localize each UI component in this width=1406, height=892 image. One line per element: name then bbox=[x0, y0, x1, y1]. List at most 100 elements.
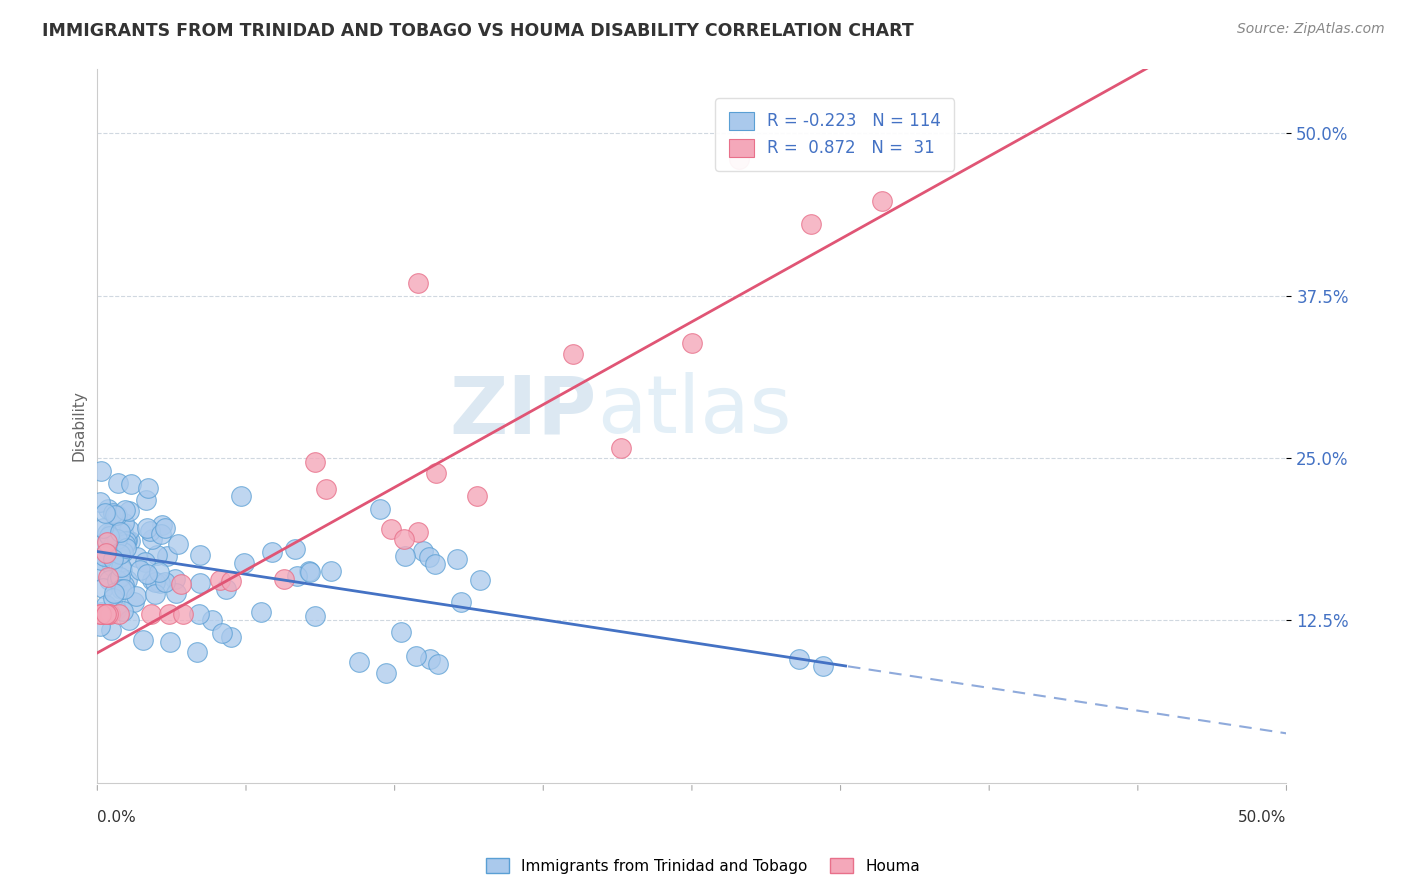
Point bbox=[112, 582, 135, 597]
Point bbox=[108, 607, 131, 621]
Point bbox=[94, 598, 117, 612]
Point bbox=[249, 606, 271, 620]
Point bbox=[389, 624, 412, 639]
Point bbox=[97, 573, 120, 587]
Point bbox=[304, 608, 326, 623]
Point bbox=[419, 652, 441, 666]
Point bbox=[97, 502, 120, 516]
Point bbox=[110, 559, 132, 574]
Point bbox=[90, 605, 112, 619]
Point bbox=[98, 607, 121, 621]
Point bbox=[468, 573, 491, 587]
Point bbox=[321, 564, 343, 578]
Point bbox=[609, 442, 631, 456]
Point bbox=[112, 578, 135, 592]
Point bbox=[89, 564, 111, 578]
Text: atlas: atlas bbox=[596, 372, 792, 450]
Point bbox=[418, 550, 440, 565]
Point bbox=[96, 525, 118, 540]
Point bbox=[368, 502, 391, 516]
Point bbox=[681, 335, 703, 350]
Point bbox=[93, 521, 115, 535]
Point bbox=[425, 466, 447, 480]
Point bbox=[446, 552, 468, 566]
Point bbox=[219, 630, 242, 644]
Point bbox=[188, 576, 211, 591]
Point bbox=[110, 524, 132, 539]
Point bbox=[165, 572, 187, 586]
Point bbox=[118, 504, 141, 518]
Point bbox=[209, 573, 232, 587]
Point bbox=[101, 552, 124, 566]
Point bbox=[229, 489, 252, 503]
Point bbox=[150, 526, 173, 541]
Point bbox=[170, 577, 193, 591]
Point bbox=[219, 574, 242, 589]
Point bbox=[467, 489, 489, 503]
Point bbox=[101, 506, 124, 520]
Point bbox=[165, 585, 187, 599]
Point bbox=[787, 652, 810, 666]
Point bbox=[380, 522, 402, 536]
Point bbox=[115, 533, 138, 548]
Point bbox=[100, 623, 122, 637]
Point bbox=[392, 532, 415, 546]
Point bbox=[141, 533, 163, 547]
Point bbox=[90, 553, 112, 567]
Point bbox=[153, 521, 176, 535]
Point bbox=[426, 657, 449, 671]
Point bbox=[110, 548, 132, 562]
Point bbox=[145, 548, 167, 562]
Point bbox=[114, 541, 136, 555]
Point bbox=[105, 532, 128, 546]
Point bbox=[132, 632, 155, 647]
Point bbox=[150, 518, 173, 533]
Point bbox=[405, 649, 427, 664]
Point bbox=[114, 537, 136, 551]
Point bbox=[129, 563, 152, 577]
Point bbox=[89, 619, 111, 633]
Point bbox=[800, 218, 823, 232]
Point bbox=[118, 523, 141, 537]
Point bbox=[232, 556, 254, 570]
Point bbox=[108, 570, 131, 584]
Point bbox=[101, 591, 124, 606]
Point bbox=[111, 603, 134, 617]
Point bbox=[110, 582, 132, 597]
Point bbox=[188, 548, 211, 562]
Point bbox=[406, 524, 429, 539]
Point bbox=[89, 537, 111, 551]
Point bbox=[138, 481, 160, 495]
Point bbox=[89, 495, 111, 509]
Point bbox=[94, 506, 117, 520]
Point bbox=[408, 276, 430, 290]
Point bbox=[94, 545, 117, 559]
Point bbox=[93, 581, 115, 595]
Point bbox=[186, 645, 208, 659]
Point bbox=[143, 587, 166, 601]
Point bbox=[412, 543, 434, 558]
Point bbox=[118, 613, 141, 627]
Point bbox=[287, 569, 309, 583]
Text: ZIP: ZIP bbox=[450, 372, 596, 450]
Text: Source: ZipAtlas.com: Source: ZipAtlas.com bbox=[1237, 22, 1385, 37]
Point bbox=[450, 595, 472, 609]
Point bbox=[562, 347, 585, 361]
Point bbox=[870, 194, 893, 209]
Point bbox=[187, 607, 209, 621]
Point bbox=[374, 665, 396, 680]
Point bbox=[94, 607, 117, 621]
Point bbox=[304, 455, 326, 469]
Point bbox=[201, 613, 224, 627]
Point bbox=[284, 541, 307, 556]
Point bbox=[215, 582, 238, 596]
Point bbox=[315, 482, 337, 496]
Point bbox=[103, 538, 125, 552]
Point bbox=[93, 549, 115, 564]
Point bbox=[97, 529, 120, 543]
Y-axis label: Disability: Disability bbox=[72, 390, 86, 461]
Point bbox=[136, 567, 159, 582]
Point bbox=[167, 537, 190, 551]
Legend: Immigrants from Trinidad and Tobago, Houma: Immigrants from Trinidad and Tobago, Hou… bbox=[479, 852, 927, 880]
Point bbox=[148, 565, 170, 579]
